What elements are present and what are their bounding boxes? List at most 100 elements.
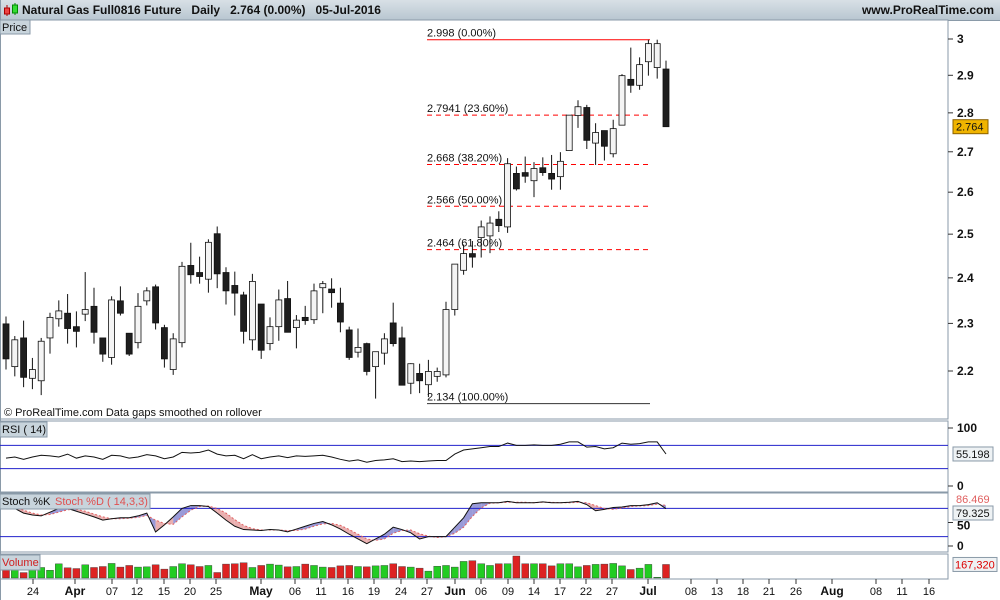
- candle: [134, 305, 142, 344]
- date-tick-label: 08: [685, 586, 697, 598]
- candle: [37, 340, 45, 382]
- candle: [99, 337, 107, 355]
- candle: [20, 337, 28, 378]
- price-pane: [0, 19, 949, 420]
- candle: [398, 337, 406, 386]
- candle: [548, 173, 555, 180]
- candle: [354, 347, 362, 353]
- volume-label: Volume: [2, 557, 39, 569]
- volume-bar: [248, 567, 257, 579]
- volume-bar: [609, 563, 617, 579]
- volume-bar: [521, 563, 529, 579]
- volume-bar: [433, 565, 441, 579]
- date-tick-label: 12: [131, 586, 143, 598]
- title-bar: Natural Gas Full0816 Future Daily 2.764 …: [0, 0, 1000, 21]
- stoch-fill: [226, 513, 235, 527]
- candle: [125, 332, 133, 355]
- volume-bar: [151, 564, 160, 579]
- price-tick-label: 2.9: [957, 68, 974, 82]
- date-tick-label: Apr: [65, 584, 86, 598]
- stoch-fill: [41, 512, 50, 516]
- stoch-fill: [173, 508, 182, 525]
- candle: [416, 373, 424, 382]
- volume-bar: [345, 565, 353, 579]
- candle: [55, 310, 63, 320]
- date-tick-label: 15: [158, 586, 170, 598]
- volume-bar: [222, 563, 230, 579]
- candle: [477, 226, 485, 238]
- volume-bar: [662, 564, 670, 579]
- price-tick-label: 3: [957, 32, 964, 46]
- candle: [143, 290, 151, 302]
- candle: [152, 286, 160, 324]
- volume-bar: [125, 565, 133, 579]
- volume-bar: [116, 566, 125, 579]
- stoch-fill: [454, 517, 464, 534]
- candle: [389, 322, 397, 345]
- volume-bar: [635, 567, 644, 579]
- volume-bar: [283, 566, 292, 579]
- stoch-fill: [384, 527, 394, 539]
- volume-bar: [169, 566, 177, 579]
- volume-bar: [424, 570, 433, 579]
- volume-bar: [363, 566, 371, 579]
- candle: [28, 369, 36, 379]
- date-tick-label: 18: [737, 586, 749, 598]
- volume-bar: [90, 567, 98, 579]
- candle: [328, 288, 336, 294]
- volume-bar: [600, 563, 609, 579]
- stoch-k-value: 79.325: [956, 508, 990, 520]
- volume-bar: [530, 563, 538, 579]
- candle: [530, 168, 538, 182]
- volume-bar: [389, 563, 397, 579]
- price-pane-label: Price: [0, 19, 31, 35]
- candle: [468, 253, 476, 258]
- candle: [336, 302, 344, 323]
- volume-bar: [653, 576, 661, 579]
- candle: [618, 75, 626, 126]
- volume-bar: [495, 563, 503, 579]
- candle: [248, 281, 256, 341]
- candle: [504, 163, 512, 228]
- candle: [196, 272, 204, 277]
- candle: [90, 305, 98, 333]
- stoch-fill: [472, 502, 482, 517]
- candle: [451, 263, 459, 310]
- left-border: [0, 0, 1, 600]
- volume-bar: [415, 567, 424, 579]
- volume-bar: [28, 570, 37, 579]
- stoch-fill: [50, 508, 59, 515]
- volume-bar: [134, 566, 142, 579]
- candle: [266, 326, 274, 345]
- stoch-fill: [305, 523, 314, 530]
- volume-bar: [380, 565, 389, 579]
- date-tick-label: 16: [342, 586, 354, 598]
- volume-bar: [257, 565, 265, 579]
- date-tick-label: 13: [711, 586, 723, 598]
- candle: [169, 338, 177, 370]
- current-price-badge: [952, 119, 989, 135]
- candle: [407, 363, 415, 384]
- volume-bar: [213, 572, 221, 579]
- stoch-fill: [393, 527, 402, 534]
- candle: [11, 339, 19, 368]
- candle: [539, 167, 547, 173]
- volume-bar: [477, 563, 485, 579]
- candle: [627, 78, 635, 86]
- volume-bar: [275, 564, 283, 579]
- date-tick-label: 25: [210, 586, 222, 598]
- volume-bar: [407, 566, 415, 579]
- fib-label: 2.998 (0.00%): [427, 28, 496, 40]
- candle: [636, 64, 643, 86]
- site-link[interactable]: www.ProRealTime.com: [861, 3, 994, 17]
- date-tick-label: 24: [27, 586, 39, 598]
- stoch-k-badge: [952, 505, 994, 521]
- candle: [486, 222, 494, 237]
- candle: [284, 298, 292, 333]
- stoch-fill: [217, 508, 226, 521]
- price-tick-label: 2.5: [957, 227, 974, 241]
- rsi-tick-label: 100: [957, 421, 977, 435]
- volume-bar: [574, 566, 582, 579]
- volume-bar: [178, 563, 186, 579]
